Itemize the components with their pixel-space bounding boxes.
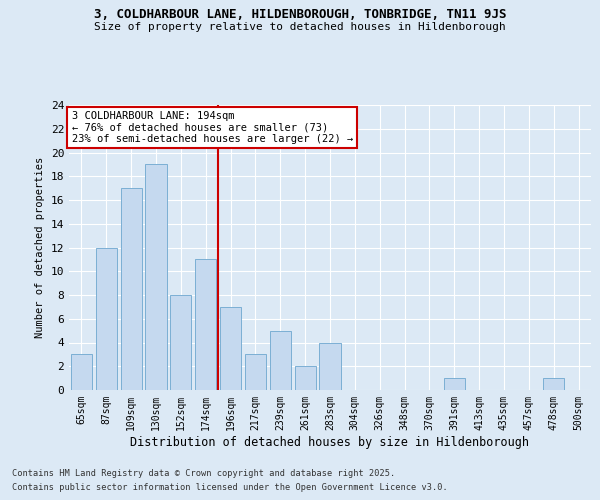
Bar — [319, 342, 341, 390]
Text: Contains public sector information licensed under the Open Government Licence v3: Contains public sector information licen… — [12, 484, 448, 492]
Bar — [245, 354, 266, 390]
Bar — [543, 378, 564, 390]
Text: Size of property relative to detached houses in Hildenborough: Size of property relative to detached ho… — [94, 22, 506, 32]
Bar — [71, 354, 92, 390]
Y-axis label: Number of detached properties: Number of detached properties — [35, 157, 45, 338]
Bar — [96, 248, 117, 390]
Bar — [170, 295, 191, 390]
Text: 3 COLDHARBOUR LANE: 194sqm
← 76% of detached houses are smaller (73)
23% of semi: 3 COLDHARBOUR LANE: 194sqm ← 76% of deta… — [71, 110, 353, 144]
Bar — [195, 260, 216, 390]
Bar — [295, 366, 316, 390]
Text: Contains HM Land Registry data © Crown copyright and database right 2025.: Contains HM Land Registry data © Crown c… — [12, 468, 395, 477]
Text: 3, COLDHARBOUR LANE, HILDENBOROUGH, TONBRIDGE, TN11 9JS: 3, COLDHARBOUR LANE, HILDENBOROUGH, TONB… — [94, 8, 506, 20]
Bar — [121, 188, 142, 390]
Bar — [145, 164, 167, 390]
Bar — [270, 330, 291, 390]
X-axis label: Distribution of detached houses by size in Hildenborough: Distribution of detached houses by size … — [131, 436, 530, 448]
Bar — [220, 307, 241, 390]
Bar — [444, 378, 465, 390]
